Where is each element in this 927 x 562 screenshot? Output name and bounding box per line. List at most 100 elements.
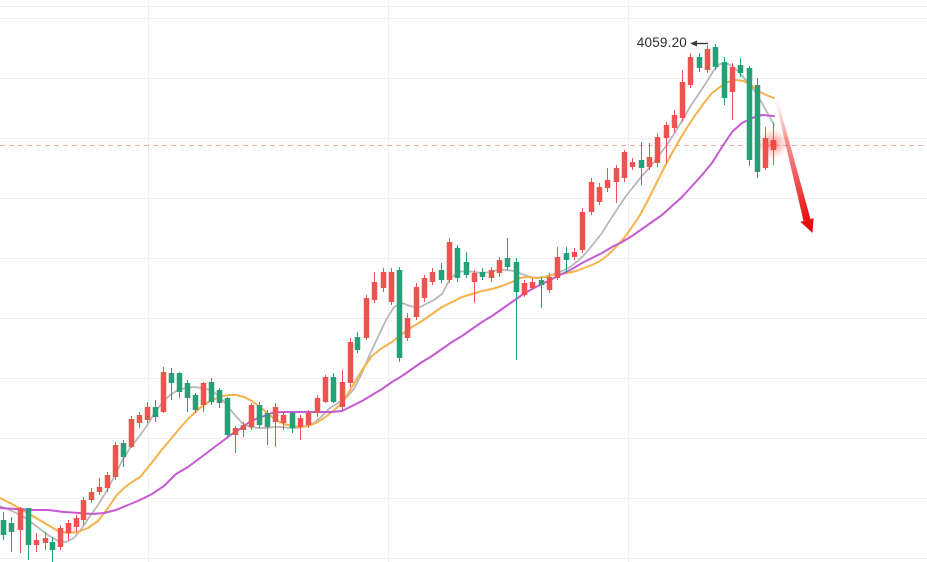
candlestick (192, 393, 199, 413)
price-annotation-label: 4059.20 (636, 35, 687, 50)
candlestick (96, 478, 103, 495)
candlestick (297, 415, 304, 440)
candlestick (413, 283, 420, 320)
candlestick (596, 183, 603, 205)
candlestick (729, 63, 736, 120)
candlestick (42, 532, 49, 550)
candlestick (546, 273, 553, 293)
price-annotation-arrow-icon (690, 40, 708, 47)
candlestick (120, 440, 127, 467)
candlestick (80, 497, 87, 525)
candlestick (654, 133, 661, 167)
candlestick (160, 367, 167, 413)
candlestick (208, 378, 215, 405)
candlestick (671, 110, 678, 132)
candlestick (322, 375, 329, 403)
candlestick (712, 44, 719, 70)
candlestick (554, 247, 561, 280)
candlestick (704, 45, 711, 73)
candlestick (248, 403, 255, 430)
candlestick (687, 53, 694, 88)
candlestick (330, 373, 337, 403)
candlestick (33, 533, 40, 552)
candlestick (224, 397, 231, 437)
candlestick (404, 313, 411, 341)
candlestick (73, 515, 80, 532)
candlestick (471, 270, 478, 303)
candlestick (421, 275, 428, 302)
candlestick (184, 380, 191, 412)
candlestick (104, 472, 111, 492)
candlestick (604, 168, 611, 192)
candlestick (144, 402, 151, 423)
last-price-marker (758, 129, 788, 159)
candlestick (463, 252, 470, 278)
candlestick (168, 368, 175, 400)
candlestick (521, 280, 528, 297)
candlestick (152, 400, 159, 422)
candlestick (638, 142, 645, 185)
candlestick (232, 426, 239, 453)
candlestick (396, 267, 403, 362)
candlestick (504, 238, 511, 270)
candlestick (280, 412, 287, 430)
candlestick (305, 410, 312, 428)
candlestick (563, 247, 570, 273)
candlestick (721, 57, 728, 105)
candlestick (88, 488, 95, 503)
candlestick (746, 66, 753, 166)
candlestick (646, 143, 653, 170)
candlestick (429, 268, 436, 285)
candlestick (613, 165, 620, 203)
candlestick (339, 370, 346, 410)
ma-fast-line (0, 62, 775, 543)
candlestick (496, 257, 503, 277)
candlestick (17, 507, 24, 553)
candlestick (289, 412, 296, 433)
candlestick (200, 382, 207, 412)
candlestick (380, 268, 387, 292)
candlestick (8, 517, 15, 552)
candlestick (479, 268, 486, 280)
candlestick (264, 410, 271, 445)
candlestick (354, 332, 361, 353)
candlestick (240, 422, 247, 437)
ma-slow-line (0, 114, 775, 515)
candlestick (128, 416, 135, 448)
candlestick (216, 388, 223, 408)
candlestick (49, 537, 56, 562)
candlestick (538, 277, 545, 308)
candlestick (679, 70, 686, 122)
candlestick (347, 338, 354, 387)
candlestick (363, 295, 370, 340)
candlestick (25, 508, 32, 560)
candlestick (454, 245, 461, 282)
candlestick (754, 78, 761, 178)
candlestick (112, 442, 119, 480)
candlestick (272, 403, 279, 447)
candlestick (663, 122, 670, 163)
candlestick (629, 158, 636, 170)
candlestick (588, 178, 595, 215)
candlestick (529, 278, 536, 290)
candlestick (513, 258, 520, 360)
candlestick (621, 150, 628, 182)
candlestick (314, 395, 321, 417)
candlestick (256, 402, 263, 428)
candlestick (388, 268, 395, 305)
candlestick (0, 512, 7, 540)
candlestick (65, 520, 72, 540)
candlestick (488, 267, 495, 282)
candlestick (446, 238, 453, 283)
candles-series (0, 44, 777, 562)
candlestick (371, 272, 378, 303)
candlestick (176, 372, 183, 398)
sell-signal-arrow (775, 101, 814, 233)
candlestick (571, 248, 578, 260)
candlestick (57, 525, 64, 550)
candlestick (696, 53, 703, 72)
candlestick (438, 263, 445, 283)
